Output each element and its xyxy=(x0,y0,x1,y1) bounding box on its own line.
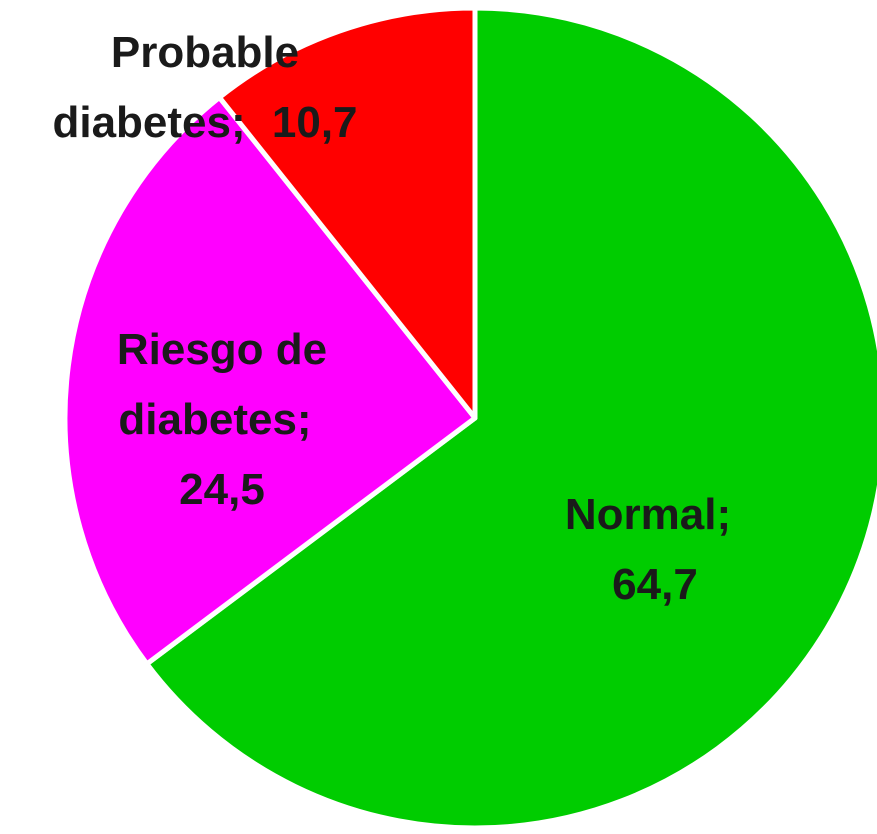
label-value: 24,5 xyxy=(179,465,265,514)
data-label: Normal; 64,7 xyxy=(545,480,765,620)
label-value: 10,7 xyxy=(271,98,358,147)
pie-slice xyxy=(216,5,478,421)
label-value: 64,7 xyxy=(612,560,698,609)
label-separator: ; xyxy=(296,395,312,444)
pie-slice xyxy=(62,94,478,667)
label-name: Probable diabetes xyxy=(52,28,300,147)
data-label: Riesgo de diabetes; 24,5 xyxy=(92,315,352,525)
label-separator: ; xyxy=(230,98,246,147)
label-name: Riesgo de diabetes xyxy=(116,325,328,444)
label-separator: ; xyxy=(716,490,732,539)
data-label: Probable diabetes; 10,7 xyxy=(10,18,400,158)
pie-slice xyxy=(144,5,877,831)
label-name: Normal xyxy=(564,490,717,539)
